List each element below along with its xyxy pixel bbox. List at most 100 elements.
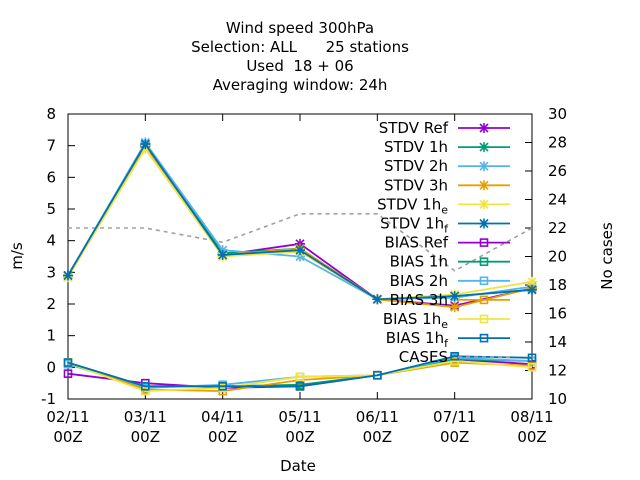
x-tick-label: 02/11 <box>46 408 89 426</box>
x-tick-label: 03/11 <box>124 408 167 426</box>
legend-label: BIAS Ref <box>384 234 448 252</box>
legend-label: CASES <box>399 348 448 366</box>
series-line <box>67 142 533 301</box>
x-tick-label: 04/11 <box>201 408 244 426</box>
data-point <box>295 245 305 256</box>
chart-title: Wind speed 300hPa Selection: ALL 25 stat… <box>191 19 409 94</box>
data-point <box>372 294 383 305</box>
legend-marker <box>479 161 489 172</box>
y-tick-label: 6 <box>46 168 56 186</box>
y-tick-label: 5 <box>46 200 56 218</box>
y2-tick-label: 18 <box>548 276 567 294</box>
series-line <box>67 355 533 388</box>
x-tick-label: 06/11 <box>356 408 399 426</box>
y-axis-label: m/s <box>8 242 26 270</box>
legend-label: BIAS 2h <box>390 272 448 290</box>
x-tick-label: 00Z <box>285 428 314 446</box>
data-point <box>373 370 382 380</box>
legend-label: STDV 1h <box>384 138 448 156</box>
legend-item-bias-2h: BIAS 2h <box>390 272 510 290</box>
y-tick-label: 1 <box>46 327 56 345</box>
legend-marker <box>479 180 489 191</box>
legend-item-stdv-3h: STDV 3h <box>384 176 510 194</box>
x-tick-label: 00Z <box>440 428 469 446</box>
legend-marker <box>479 314 489 324</box>
legend-marker <box>479 257 489 267</box>
legend-label: BIAS 1hf <box>386 329 449 350</box>
data-point <box>140 139 151 150</box>
x-tick-label: 00Z <box>363 428 392 446</box>
legend-item-bias-1hf: BIAS 1hf <box>386 329 510 350</box>
y2-tick-label: 30 <box>548 105 567 123</box>
y-tick-label: 0 <box>46 358 56 376</box>
data-point <box>63 369 73 378</box>
data-point <box>295 372 305 382</box>
data-point <box>218 382 227 391</box>
y2-axis-label: No cases <box>598 222 616 290</box>
series-bias-1hf <box>63 351 537 391</box>
data-point <box>63 270 73 281</box>
data-point <box>450 356 459 366</box>
series-line <box>67 360 533 393</box>
data-point <box>450 351 459 361</box>
y2-axis: 10 12 14 16 18 20 22 24 26 28 30 <box>525 105 567 408</box>
series-stdv-1hf <box>63 139 537 305</box>
title-line-1: Wind speed 300hPa <box>226 19 374 37</box>
legend-item-stdv-1hf: STDV 1hf <box>380 215 510 236</box>
y2-tick-label: 14 <box>548 333 567 351</box>
data-point <box>63 358 73 367</box>
y-tick-label: 7 <box>46 137 56 155</box>
x-tick-label: 00Z <box>517 428 546 446</box>
legend-item-bias-1h: BIAS 1h <box>390 253 510 271</box>
data-point <box>217 249 228 260</box>
legend-marker <box>479 142 489 153</box>
x-tick-label: 05/11 <box>278 408 321 426</box>
y-tick-label: -1 <box>41 390 56 408</box>
legend-label: BIAS 1h <box>390 253 448 271</box>
y2-tick-label: 26 <box>548 162 567 180</box>
legend-item-bias-1he: BIAS 1he <box>383 310 510 331</box>
legend-item-bias-ref: BIAS Ref <box>384 234 510 252</box>
data-point <box>449 291 460 302</box>
legend-item-cases: CASES <box>399 348 510 366</box>
x-tick-label: 00Z <box>131 428 160 446</box>
title-line-2: Selection: ALL 25 stations <box>191 38 409 56</box>
series-line <box>67 142 533 301</box>
x-axis: 02/11 00Z 03/11 00Z 04/11 00Z 05/11 00Z 06/11 00Z… <box>46 114 554 446</box>
x-tick-label: 00Z <box>53 428 82 446</box>
y2-tick-label: 16 <box>548 305 567 323</box>
series-layer <box>63 137 537 396</box>
legend-label: BIAS 1he <box>383 310 448 331</box>
legend-item-stdv-1he: STDV 1he <box>377 195 510 216</box>
x-axis-label: Date <box>280 457 316 475</box>
legend-marker <box>479 295 489 305</box>
y2-tick-label: 24 <box>548 191 567 209</box>
legend-label: STDV Ref <box>379 119 449 137</box>
title-line-4: Averaging window: 24h <box>213 76 388 94</box>
y-axis: -1 0 1 2 3 4 5 6 7 8 <box>41 105 75 408</box>
y-tick-label: 4 <box>46 232 56 250</box>
legend-label: STDV 1he <box>377 195 448 216</box>
x-tick-label: 08/11 <box>510 408 553 426</box>
legend-marker <box>479 276 489 286</box>
data-point <box>527 284 537 295</box>
series-line <box>67 145 533 309</box>
legend-marker <box>479 333 489 343</box>
legend-item-bias-3h: BIAS 3h <box>390 291 510 309</box>
title-line-3: Used 18 + 06 <box>246 57 353 75</box>
data-point <box>527 276 537 287</box>
legend-item-stdv-2h: STDV 2h <box>384 157 510 175</box>
legend-marker <box>479 238 489 247</box>
legend-label: STDV 3h <box>384 176 448 194</box>
y-tick-label: 3 <box>46 263 56 281</box>
y-tick-label: 8 <box>46 105 56 123</box>
data-point <box>141 382 150 391</box>
legend-label: BIAS 3h <box>390 291 448 309</box>
x-tick-label: 00Z <box>208 428 237 446</box>
legend-marker <box>479 218 489 229</box>
y2-tick-label: 22 <box>548 219 567 237</box>
y2-tick-label: 10 <box>548 390 567 408</box>
legend-label: STDV 1hf <box>380 215 449 236</box>
legend-item-stdv-ref: STDV Ref <box>379 119 510 137</box>
